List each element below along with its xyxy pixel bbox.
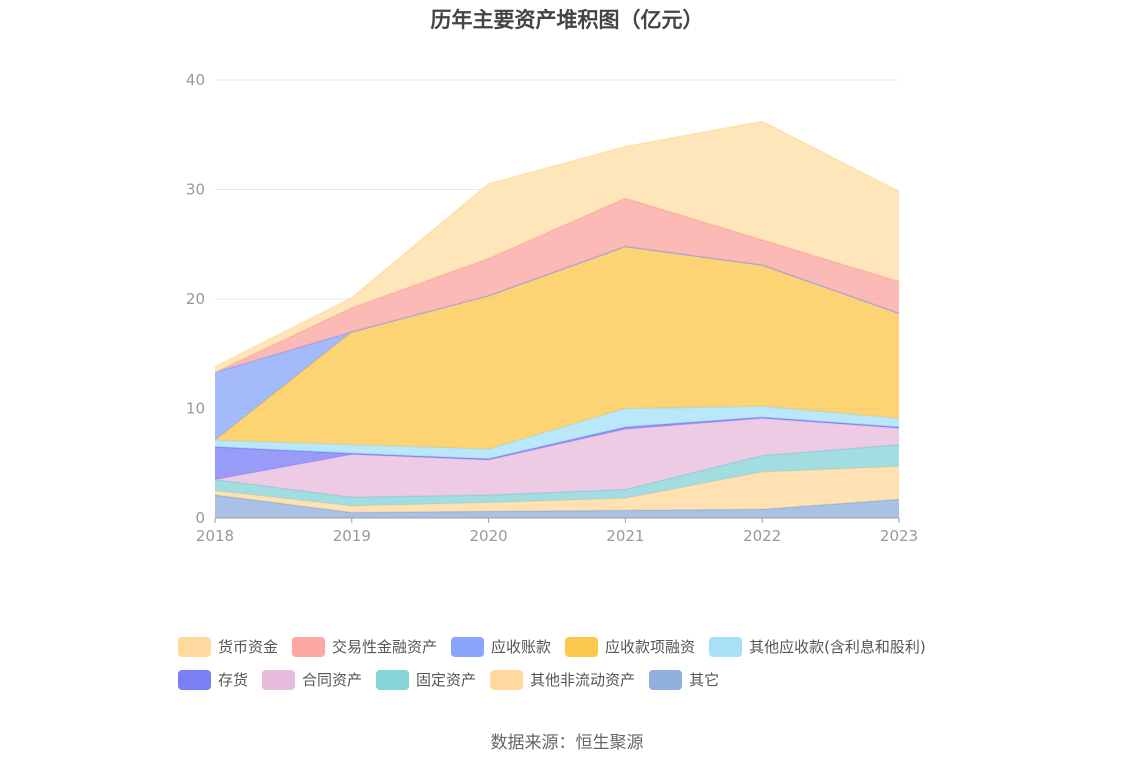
legend-item[interactable]: 其它 (649, 669, 719, 690)
legend-item[interactable]: 应收款项融资 (565, 636, 695, 657)
x-tick-label: 2023 (880, 527, 918, 545)
area-其它 (215, 495, 899, 518)
legend-row-2: 存货 合同资产 固定资产 其他非流动资产 其它 (178, 663, 1038, 696)
x-tick-label: 2018 (196, 527, 234, 545)
legend-swatch (490, 669, 524, 690)
x-tick-label: 2021 (606, 527, 644, 545)
legend-swatch (451, 636, 485, 657)
legend-label: 其它 (689, 671, 720, 689)
x-tick-label: 2020 (470, 527, 508, 545)
area-货币资金 (215, 121, 899, 373)
area-其他非流动资产 (215, 466, 899, 513)
legend-item[interactable]: 其他应收款(含利息和股利) (709, 636, 926, 657)
area-其他应收款(含利息和股利) (215, 406, 899, 459)
area-合同资产 (215, 418, 899, 498)
legend-swatch (376, 669, 410, 690)
area-交易性金融资产 (215, 198, 899, 373)
legend-swatch (709, 636, 743, 657)
x-tick-label: 2019 (333, 527, 371, 545)
stacked-area-chart: 0 10 20 30 40 2018 2019 2020 2021 2022 2023 (186, 71, 918, 545)
y-tick-label: 20 (186, 290, 205, 308)
legend-swatch (292, 636, 326, 657)
legend: 货币资金 交易性金融资产 应收账款 应收款项融资 其他应收款(含利息和股利) 存货 合同资… (178, 630, 1038, 696)
data-source: 数据来源：恒生聚源 (490, 733, 644, 753)
line-货币资金 (214, 120, 900, 368)
legend-label: 固定资产 (416, 671, 477, 689)
legend-label: 应收款项融资 (605, 638, 696, 656)
legend-label: 货币资金 (218, 638, 279, 656)
legend-swatch (178, 636, 211, 657)
legend-item[interactable]: 其他非流动资产 (490, 669, 635, 690)
legend-item[interactable]: 固定资产 (376, 669, 476, 690)
legend-label: 合同资产 (302, 671, 363, 689)
legend-item[interactable]: 交易性金融资产 (292, 636, 437, 657)
legend-swatch (178, 669, 211, 690)
legend-swatch (262, 669, 296, 690)
y-tick-label: 0 (195, 509, 205, 527)
line-应收账款 (214, 245, 900, 374)
y-tick-label: 10 (186, 400, 205, 418)
area-应收款项融资 (215, 246, 899, 450)
y-tick-label: 30 (186, 181, 205, 199)
axes: 0 10 20 30 40 2018 2019 2020 2021 2022 2023 (186, 71, 918, 545)
x-tick-label: 2022 (743, 527, 781, 545)
legend-label: 其他应收款(含利息和股利) (749, 638, 926, 656)
legend-row-1: 货币资金 交易性金融资产 应收账款 应收款项融资 其他应收款(含利息和股利) (178, 630, 1038, 663)
legend-swatch (565, 636, 599, 657)
legend-swatch (649, 669, 683, 690)
legend-label: 存货 (218, 671, 249, 689)
area-series (214, 120, 900, 518)
legend-label: 应收账款 (491, 638, 552, 656)
legend-label: 交易性金融资产 (332, 638, 438, 656)
y-tick-label: 40 (186, 71, 205, 89)
legend-item[interactable]: 存货 (178, 669, 248, 690)
legend-item[interactable]: 应收账款 (451, 636, 551, 657)
chart-title: 历年主要资产堆积图（亿元） (430, 8, 704, 32)
legend-label: 其他非流动资产 (530, 671, 636, 689)
legend-item[interactable]: 合同资产 (262, 669, 362, 690)
legend-item[interactable]: 货币资金 (178, 636, 278, 657)
